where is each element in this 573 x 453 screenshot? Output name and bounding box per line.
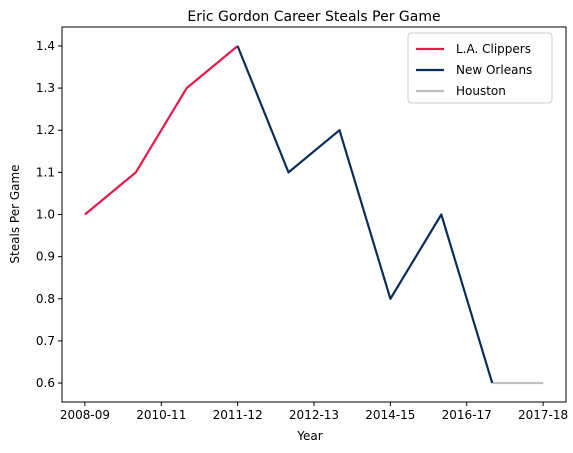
x-tick-label: 2011-12: [213, 408, 263, 422]
x-tick-label: 2016-17: [442, 408, 492, 422]
legend-label: New Orleans: [456, 63, 532, 77]
y-tick-label: 1.1: [36, 165, 55, 179]
y-tick-label: 1.0: [36, 208, 55, 222]
chart-title: Eric Gordon Career Steals Per Game: [187, 9, 440, 25]
legend-box: [407, 32, 553, 104]
y-tick-label: 0.6: [36, 376, 55, 390]
y-axis: 0.6 0.7 0.8 0.9 1.0 1.1 1.2 1.3 1.4: [36, 39, 62, 390]
x-tick-label: 2010-11: [136, 408, 186, 422]
x-tick-label: 2012-13: [289, 408, 339, 422]
series-layer: [84, 45, 544, 385]
x-axis-label: Year: [296, 429, 322, 443]
x-tick-label: 2014-15: [365, 408, 415, 422]
y-tick-label: 1.3: [36, 81, 55, 95]
legend: L.A. Clippers New Orleans Houston: [407, 32, 553, 104]
legend-label: Houston: [456, 84, 506, 98]
legend-label: L.A. Clippers: [456, 42, 531, 56]
series-line-new-orleans: [236, 45, 494, 384]
y-axis-label: Steals Per Game: [8, 164, 22, 263]
x-tick-label: 2008-09: [60, 408, 110, 422]
series-line-l-a-clippers: [84, 45, 239, 216]
y-tick-label: 0.9: [36, 250, 55, 264]
y-tick-label: 1.2: [36, 123, 55, 137]
y-tick-label: 0.8: [36, 292, 55, 306]
x-axis: 2008-09 2010-11 2011-12 2012-13 2014-15 2016-…: [60, 402, 568, 422]
y-tick-label: 1.4: [36, 39, 55, 53]
y-tick-label: 0.7: [36, 334, 55, 348]
x-tick-label: 2017-18: [518, 408, 568, 422]
